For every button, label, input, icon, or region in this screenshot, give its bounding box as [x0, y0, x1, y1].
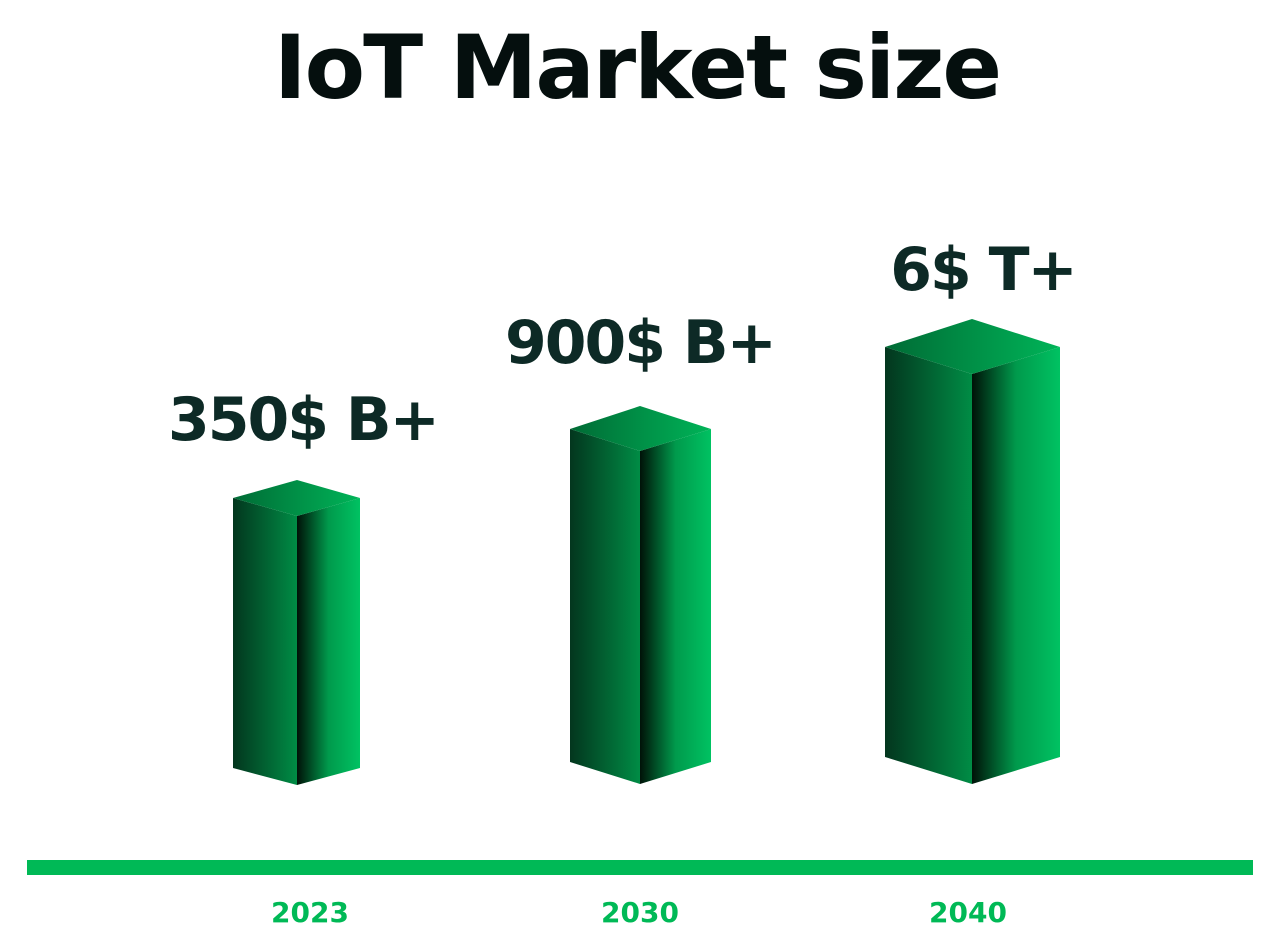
bar-2040 [885, 319, 1060, 784]
year-label: 2030 [601, 896, 679, 929]
value-label: 900$ B+ [505, 308, 775, 378]
bar-2023 [233, 480, 360, 785]
value-label: 6$ T+ [890, 235, 1076, 305]
title: IoT Market size [274, 16, 1000, 119]
value-label: 350$ B+ [168, 385, 438, 455]
year-label: 2023 [271, 896, 349, 929]
year-label: 2040 [929, 896, 1007, 929]
baseline [27, 860, 1253, 875]
bar-2030 [570, 406, 711, 784]
